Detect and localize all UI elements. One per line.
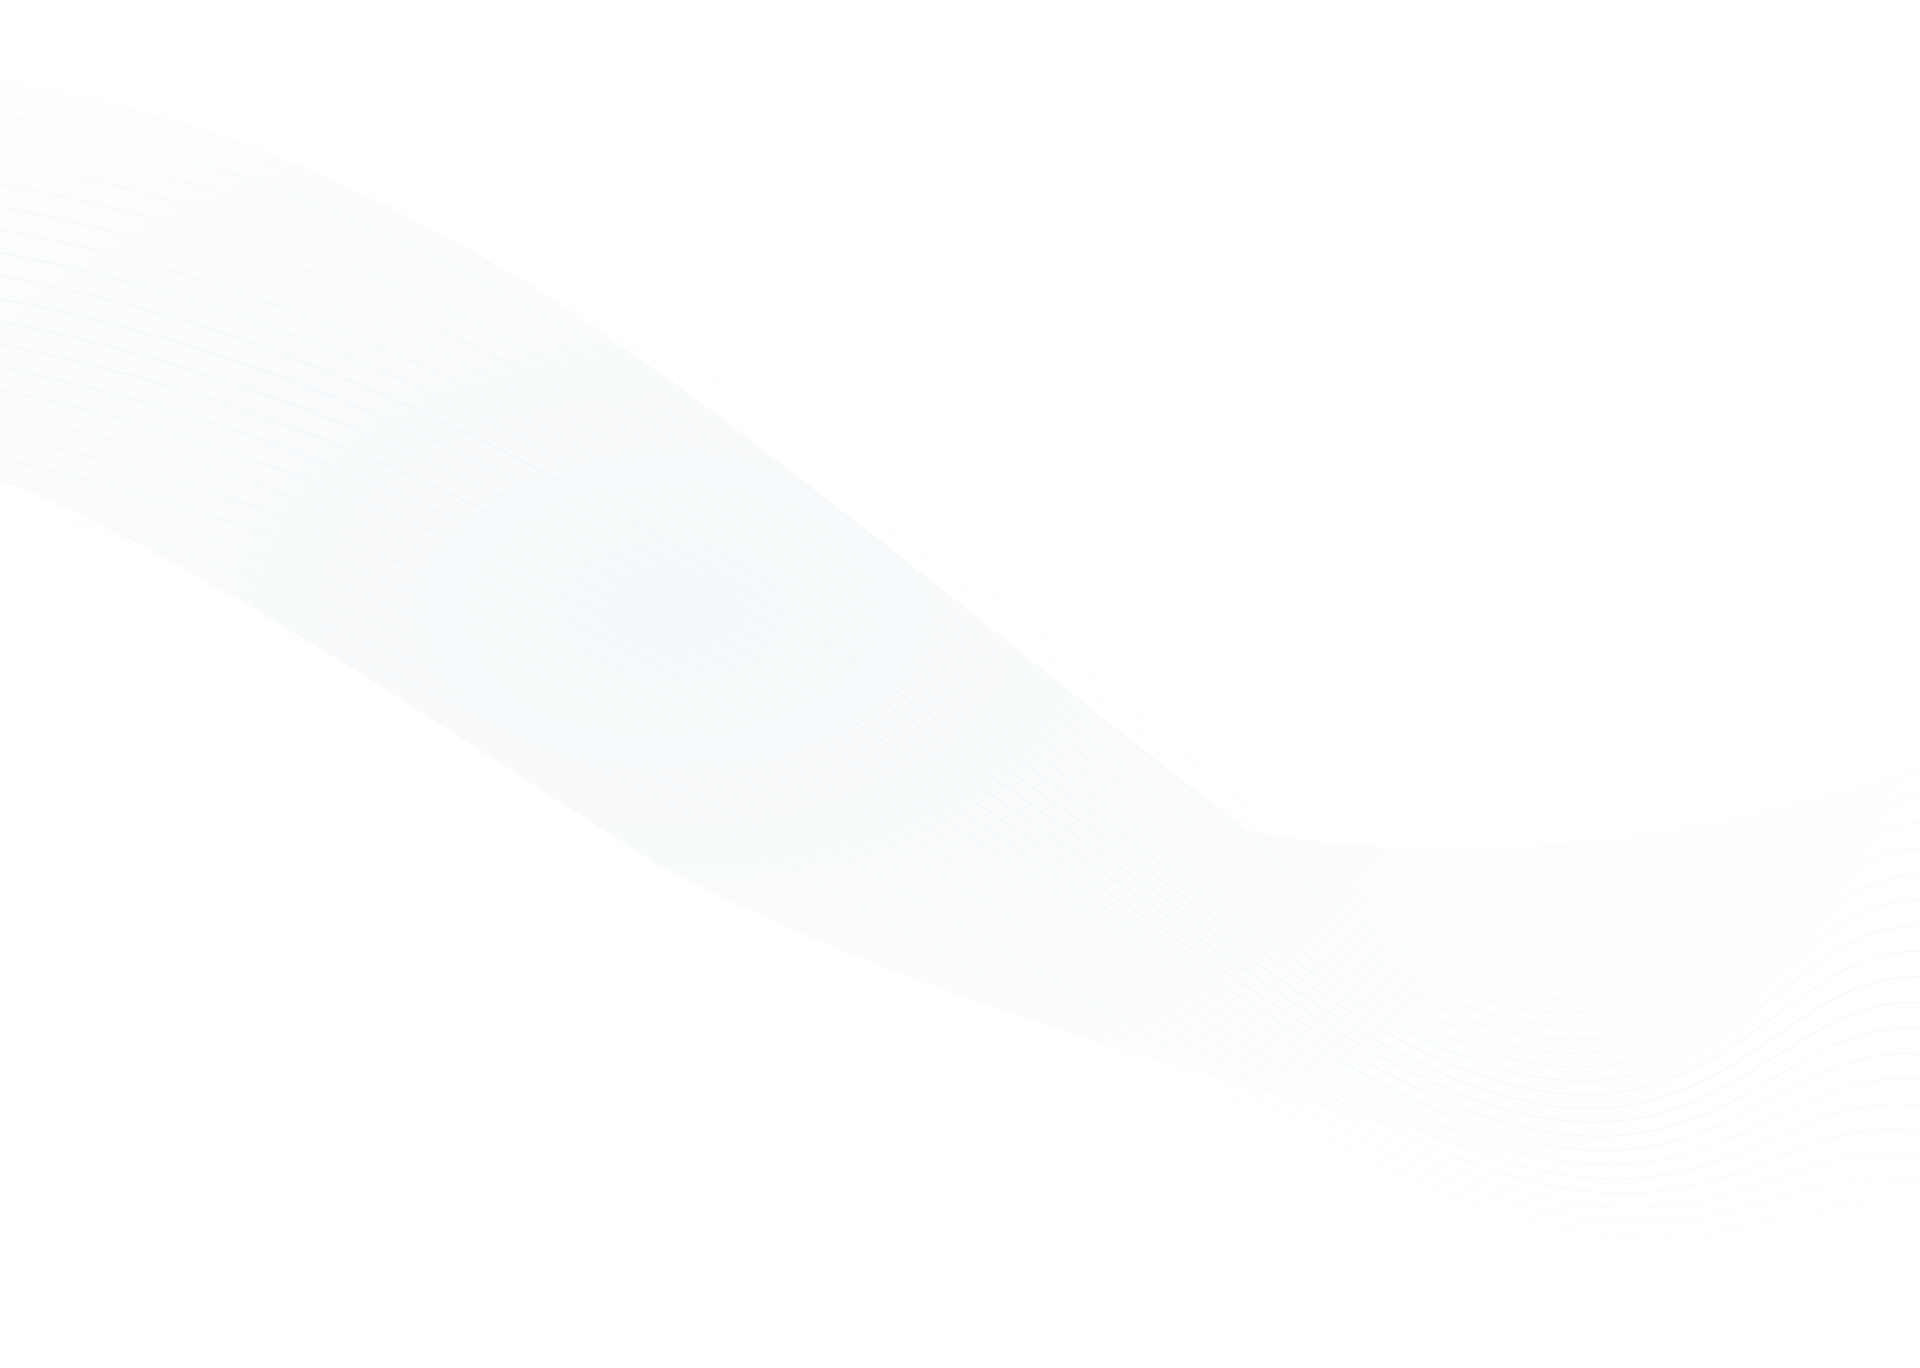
wave-lines — [0, 69, 1920, 1270]
wave-line — [0, 298, 1920, 1110]
wave-line — [0, 69, 1920, 973]
wave-line — [0, 458, 1920, 1209]
wave-line — [0, 549, 1920, 1270]
wave-line — [0, 343, 1920, 1137]
wave-line — [0, 206, 1920, 1054]
wave-line — [0, 320, 1920, 1123]
wave-band — [0, 80, 1920, 1260]
wave-line — [0, 412, 1920, 1180]
wave-line — [0, 183, 1920, 1041]
wave-line — [0, 275, 1920, 1096]
wave-line — [0, 503, 1920, 1239]
wave-line — [0, 389, 1920, 1166]
wave-line — [0, 138, 1920, 1014]
wave-line — [0, 366, 1920, 1151]
wave-line — [0, 435, 1920, 1195]
wave-line — [0, 252, 1920, 1082]
wave-line — [0, 526, 1920, 1254]
wave-line — [0, 115, 1920, 1000]
wave-line — [0, 480, 1920, 1224]
wave-line — [0, 92, 1920, 987]
wave-line — [0, 160, 1920, 1027]
wave-line — [0, 229, 1920, 1068]
